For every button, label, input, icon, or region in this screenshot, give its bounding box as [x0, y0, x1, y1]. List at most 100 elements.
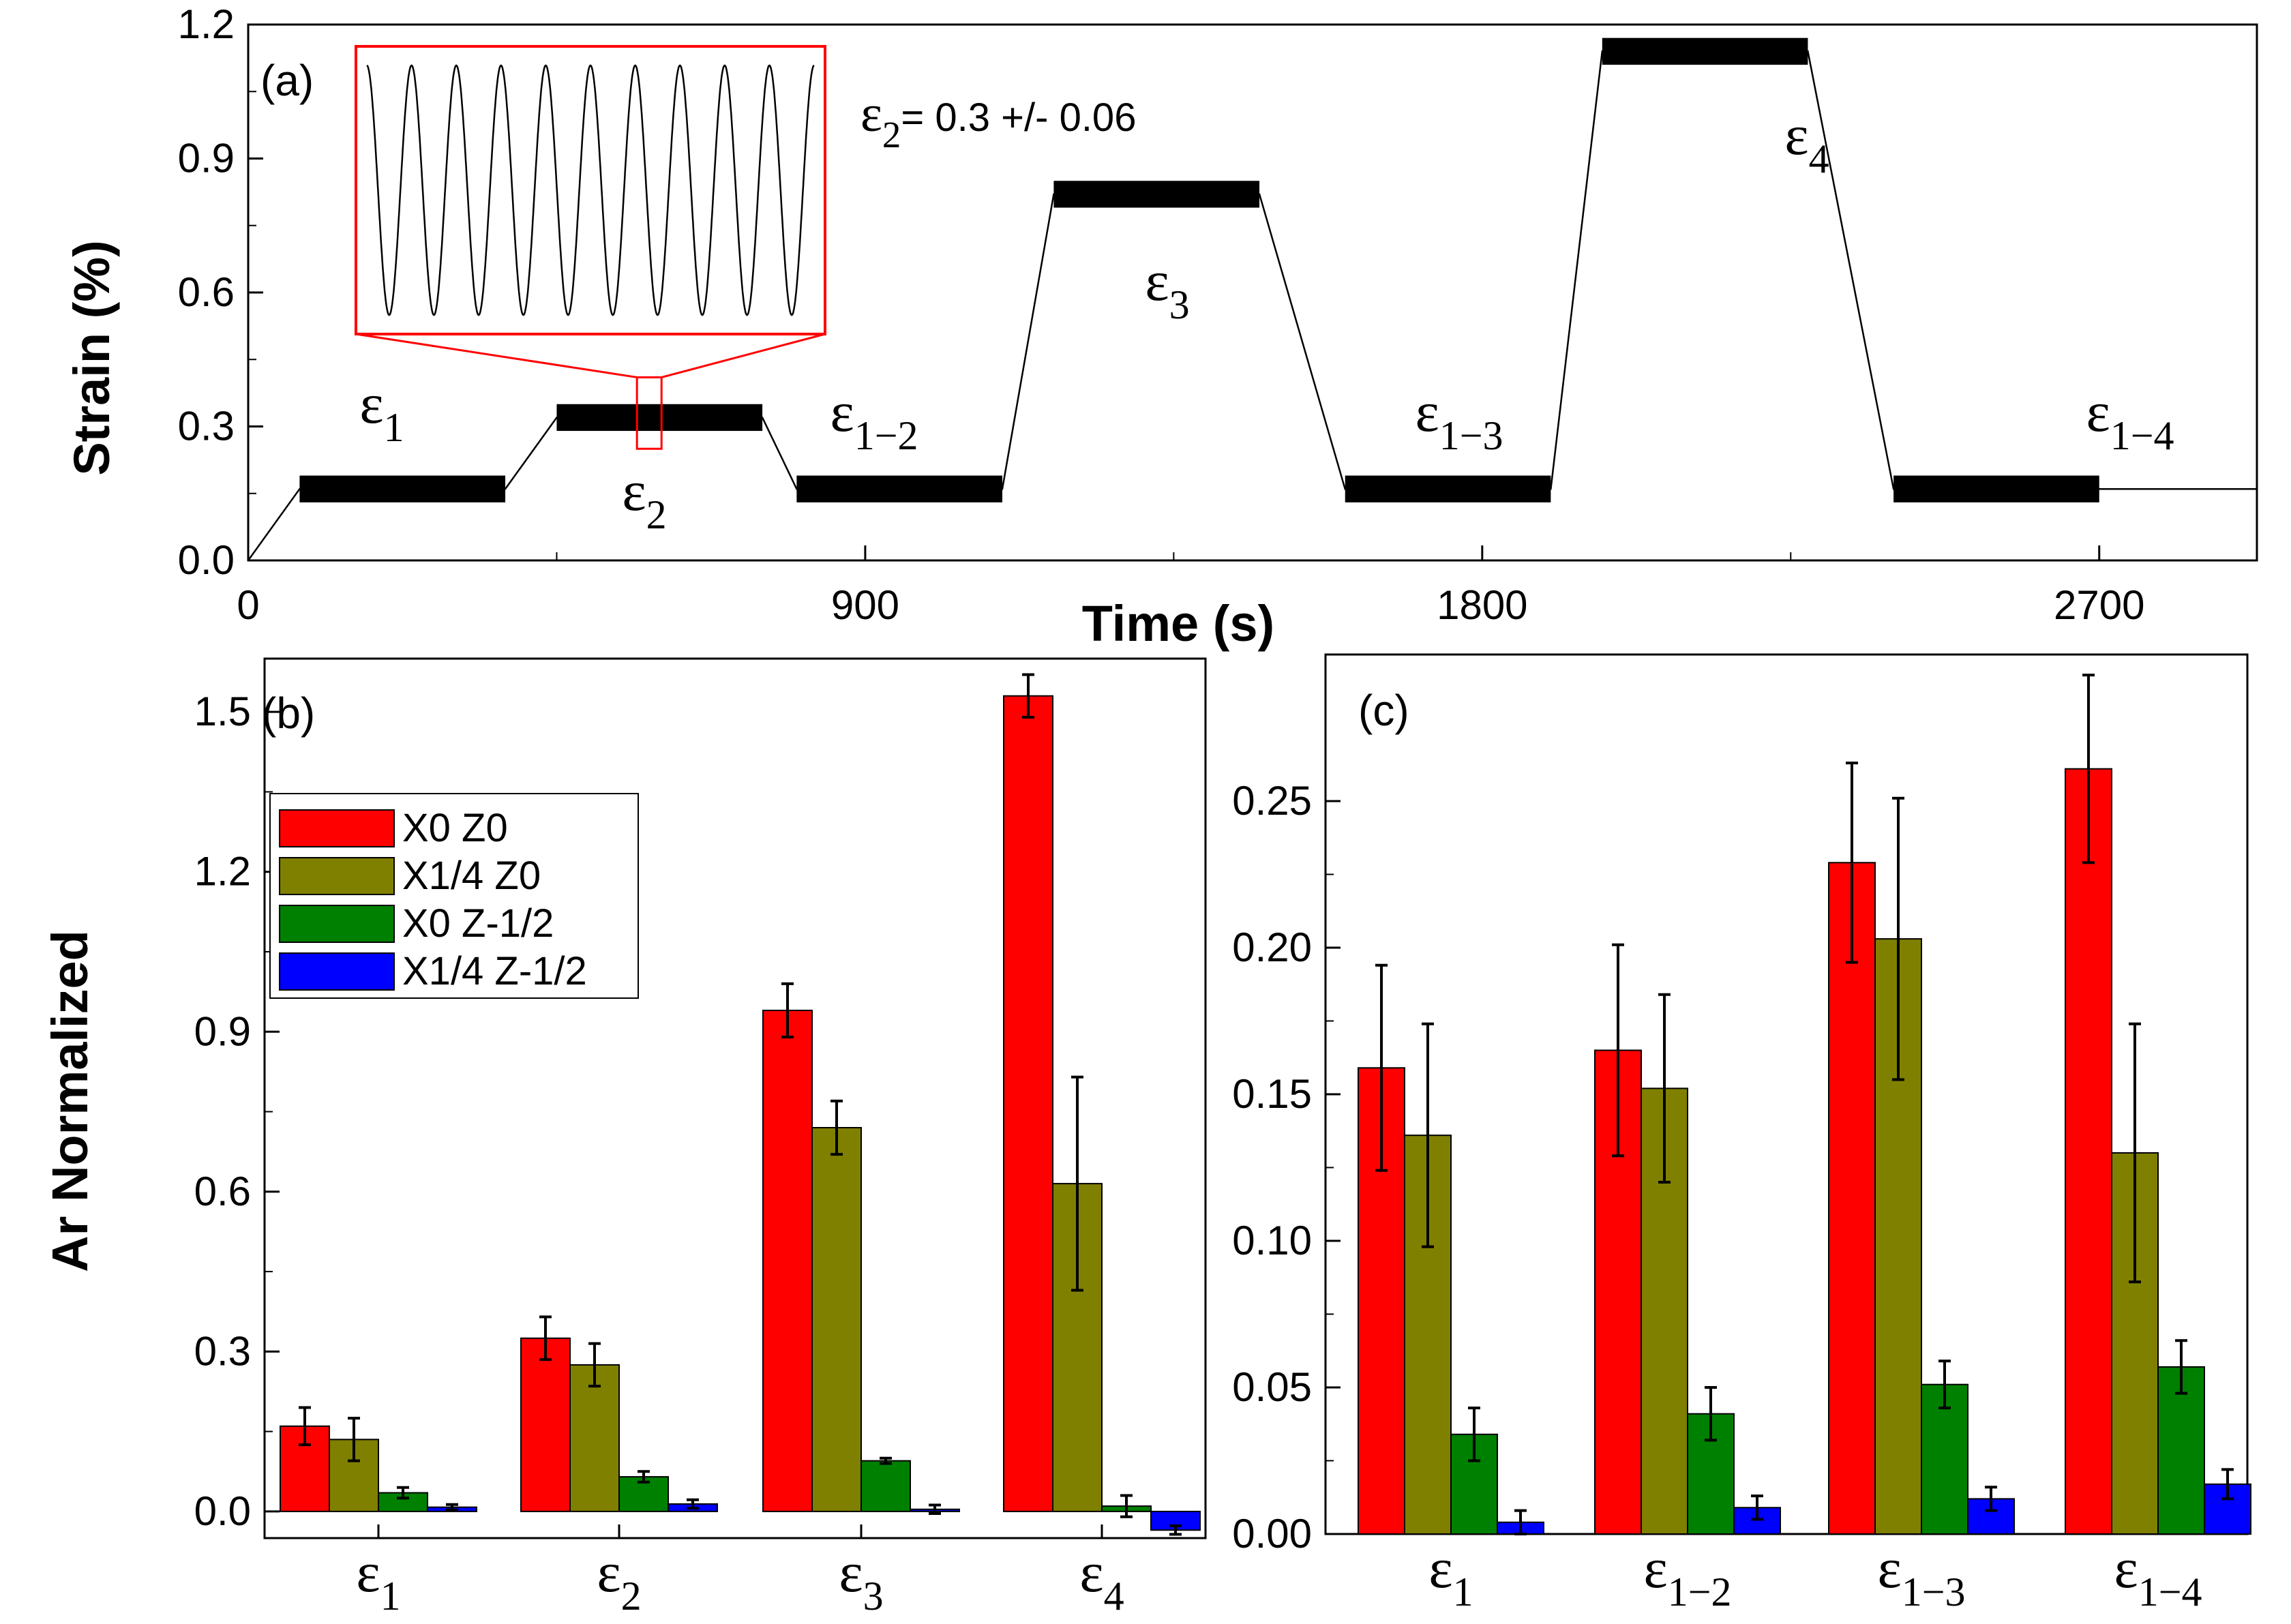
panel-a-segment-label-symbol: ε — [622, 460, 646, 523]
panel-a-zoom-connector — [661, 333, 826, 378]
panel-c-category-label: ε1−4 — [2114, 1537, 2202, 1614]
panel-b-y-tick-label: 1.2 — [194, 849, 251, 894]
panel-c-category-label-subscript: 1−4 — [2138, 1569, 2202, 1614]
panel-a-axes: 0.0 0.3 0.6 0.9 1.2 0 900 1800 2700 — [178, 1, 2145, 628]
panel-b-y-tick-label: 0.3 — [194, 1328, 251, 1374]
panel-b-legend-swatch — [279, 809, 395, 847]
panel-a-segment-label: ε1−3 — [1415, 380, 1503, 458]
panel-c-category-label: ε1 — [1428, 1537, 1473, 1614]
panel-b-plot-area: 0.00.30.60.91.21.5ε1 ε2 ε3 ε4 — [194, 673, 1201, 1619]
panel-b-bar — [762, 1010, 813, 1512]
panel-a-segment-label: ε1 — [359, 372, 404, 450]
panel-c-category-label-symbol: ε — [1428, 1537, 1452, 1600]
panel-b-legend-label: X0 Z-1/2 — [402, 901, 554, 946]
panel-c-y-tick-label: 0.25 — [1232, 778, 1312, 824]
panel-b-category-label-symbol: ε — [1079, 1541, 1103, 1604]
panel-b-legend-label: X1/4 Z0 — [402, 854, 541, 898]
panel-b-legend-swatch — [279, 952, 395, 991]
panel-b-bar — [1003, 695, 1053, 1512]
panel-a-x-tick-label: 1800 — [1437, 582, 1527, 628]
panel-b-category-label: ε4 — [1079, 1541, 1124, 1619]
panel-b-bar — [811, 1127, 862, 1512]
panel-a-label: (a) — [260, 56, 314, 105]
panel-a-oscillation-band — [1053, 181, 1260, 208]
panel-a-segment-label-subscript: 1 — [384, 405, 404, 450]
panel-a-y-tick-label: 0.6 — [178, 269, 235, 315]
panel-a-inset: ε2= 0.3 +/- 0.06 — [355, 45, 1136, 450]
panel-c-category-label-subscript: 1−2 — [1668, 1569, 1732, 1614]
panel-a-segment-label-symbol: ε — [2086, 380, 2110, 444]
panel-b-category-label-symbol: ε — [356, 1541, 380, 1604]
panel-a-y-tick-label: 0.3 — [178, 404, 235, 449]
panel-c-y-tick-label: 0.05 — [1232, 1364, 1312, 1410]
panel-c-category-label: ε1−2 — [1643, 1537, 1731, 1614]
panel-b-y-tick-label: 0.0 — [194, 1488, 251, 1534]
panel-b-bar — [860, 1460, 911, 1512]
panel-a-inset-value: = 0.3 +/- 0.06 — [901, 95, 1136, 140]
panel-a-segment-label: ε4 — [1784, 104, 1829, 181]
panel-a-zoom-box — [635, 376, 663, 450]
panel-c-bar — [1921, 1383, 1968, 1535]
panel-c-y-tick-label: 0.15 — [1232, 1071, 1312, 1117]
panel-a-segment-label-subscript: 1−2 — [854, 413, 918, 458]
panel-a-x-tick-label: 0 — [237, 582, 259, 628]
panel-a-oscillation-band — [299, 475, 506, 502]
panel-c-label: (c) — [1358, 686, 1409, 735]
panel-b-legend-label: X0 Z0 — [402, 806, 508, 850]
panel-a-segment-label-symbol: ε — [1145, 250, 1169, 313]
panel-a-y-axis-label: Strain (%) — [63, 240, 120, 475]
panel-b-category-label-subscript: 4 — [1104, 1574, 1124, 1619]
panel-a-inset-epsilon-label-subscript: 2 — [882, 114, 901, 155]
panel-b-bar-chart: 0.00.30.60.91.21.5ε1 ε2 ε3 ε4 (b) Ar Normal… — [42, 657, 1207, 1619]
panel-c-category-label-symbol: ε — [2114, 1537, 2138, 1600]
panel-a-segment-label-symbol: ε — [359, 372, 383, 436]
panel-a-segment-label: ε2 — [622, 460, 666, 537]
panel-a-oscillation-band — [1893, 475, 2099, 502]
panel-a-inset-epsilon-label-symbol: ε — [860, 85, 882, 142]
panel-a-y-tick-label: 1.2 — [178, 1, 235, 47]
panel-a-x-tick-label: 900 — [831, 582, 899, 628]
panel-b-legend-swatch — [279, 905, 395, 943]
panel-b-category-label: ε2 — [597, 1541, 641, 1619]
panel-a-oscillation-band — [1345, 475, 1551, 502]
panel-c-category-label-symbol: ε — [1643, 1537, 1667, 1600]
panel-a-segment-label-subscript: 1−3 — [1439, 413, 1503, 458]
panel-b-category-label-symbol: ε — [597, 1541, 620, 1604]
panel-b-category-label-subscript: 1 — [380, 1574, 401, 1619]
panel-c-bar — [2157, 1366, 2205, 1535]
panel-a-zoom-connector — [355, 333, 638, 378]
panel-a-segment-label: ε1−2 — [830, 380, 918, 458]
panel-a-segment-label-symbol: ε — [1415, 380, 1439, 444]
panel-a-segment-label-subscript: 3 — [1169, 282, 1190, 327]
panel-a-inset-frame — [355, 45, 826, 335]
panel-c-category-label-subscript: 1 — [1453, 1569, 1473, 1614]
panel-a-segment-label: ε1−4 — [2086, 380, 2174, 458]
panel-a-strain-trace — [247, 37, 2257, 561]
panel-a-x-tick-label: 2700 — [2054, 582, 2144, 628]
panel-b-bar — [520, 1337, 571, 1512]
panel-b-y-tick-label: 0.6 — [194, 1169, 251, 1214]
panel-b-category-label: ε3 — [839, 1541, 883, 1619]
panel-c-y-tick-label: 0.20 — [1232, 924, 1312, 970]
panel-b-frame — [263, 657, 1207, 1539]
panel-a-segment-label-symbol: ε — [830, 380, 854, 444]
panel-a-inset-sine-wave — [366, 64, 815, 316]
panel-a-inset-epsilon-label: ε2= 0.3 +/- 0.06 — [860, 85, 1136, 155]
panel-b-bar — [569, 1364, 620, 1512]
panel-b-legend-label: X1/4 Z-1/2 — [402, 949, 587, 993]
panel-a-y-tick-label: 0.0 — [178, 537, 235, 583]
panel-b-category-label-symbol: ε — [839, 1541, 863, 1604]
panel-b-y-tick-label: 0.9 — [194, 1008, 251, 1054]
panel-a-oscillation-band — [556, 404, 763, 432]
panel-c-y-tick-label: 0.00 — [1232, 1511, 1312, 1557]
panel-c-y-tick-label: 0.10 — [1232, 1218, 1312, 1263]
panel-a-segment-label-subscript: 1−4 — [2110, 413, 2174, 458]
panel-a-strain-plot: 0.00.30.60.91.20 900 1800 2700 ε2= 0.3 +/- … — [63, 1, 2258, 652]
panel-b-y-tick-label: 1.5 — [194, 689, 251, 734]
panel-a-x-axis-label: Time (s) — [1082, 595, 1274, 652]
panel-c-category-label-subscript: 1−3 — [1902, 1569, 1966, 1614]
